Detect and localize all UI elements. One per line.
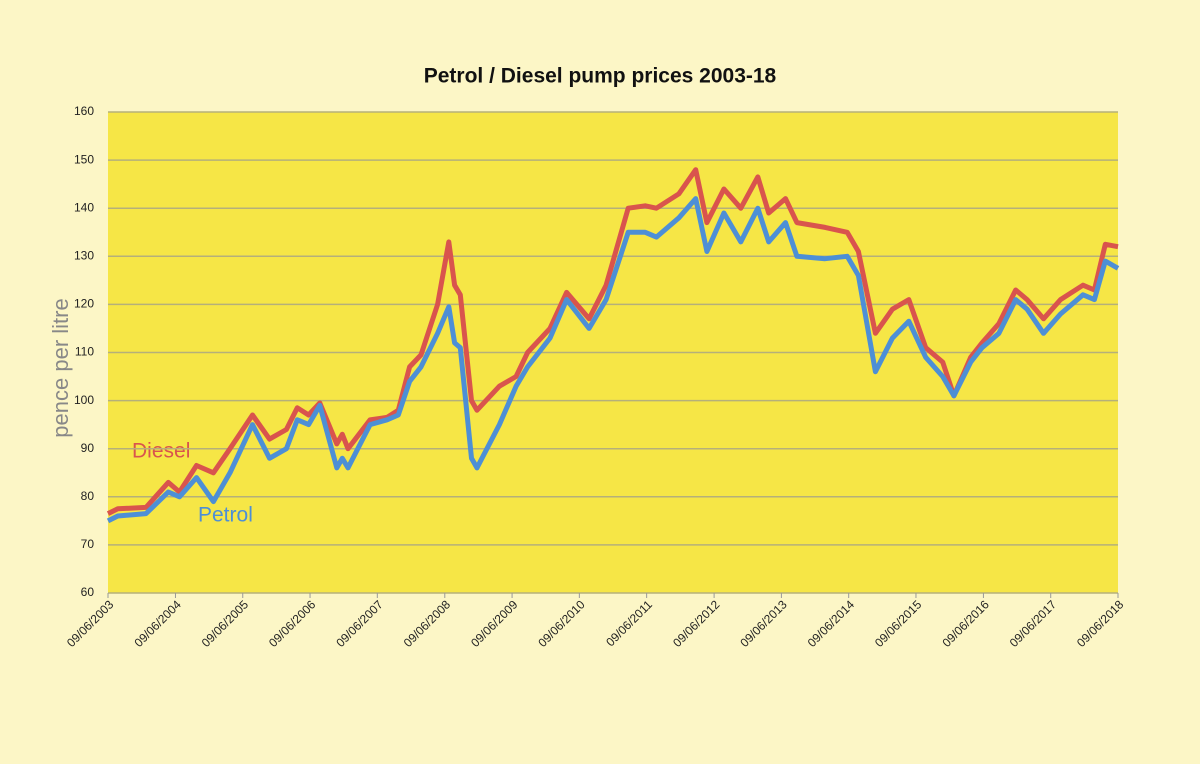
chart-title: Petrol / Diesel pump prices 2003-18 [424, 65, 777, 88]
y-tick-label: 100 [74, 393, 94, 407]
y-tick-label: 120 [74, 297, 94, 311]
y-tick-label: 160 [74, 104, 94, 118]
series-line [106, 196, 1120, 524]
y-tick-label: 110 [75, 345, 94, 359]
y-tick-label: 80 [81, 489, 95, 503]
y-tick-label: 150 [74, 152, 94, 166]
legend-label: Petrol [198, 504, 253, 527]
y-tick-label: 70 [81, 537, 95, 551]
y-tick-label: 140 [74, 200, 94, 214]
y-axis-label: pence per litre [48, 298, 73, 437]
y-tick-label: 130 [74, 248, 94, 262]
y-tick-label: 60 [81, 585, 95, 599]
y-tick-label: 90 [81, 441, 95, 455]
legend-label: Diesel [132, 440, 190, 463]
